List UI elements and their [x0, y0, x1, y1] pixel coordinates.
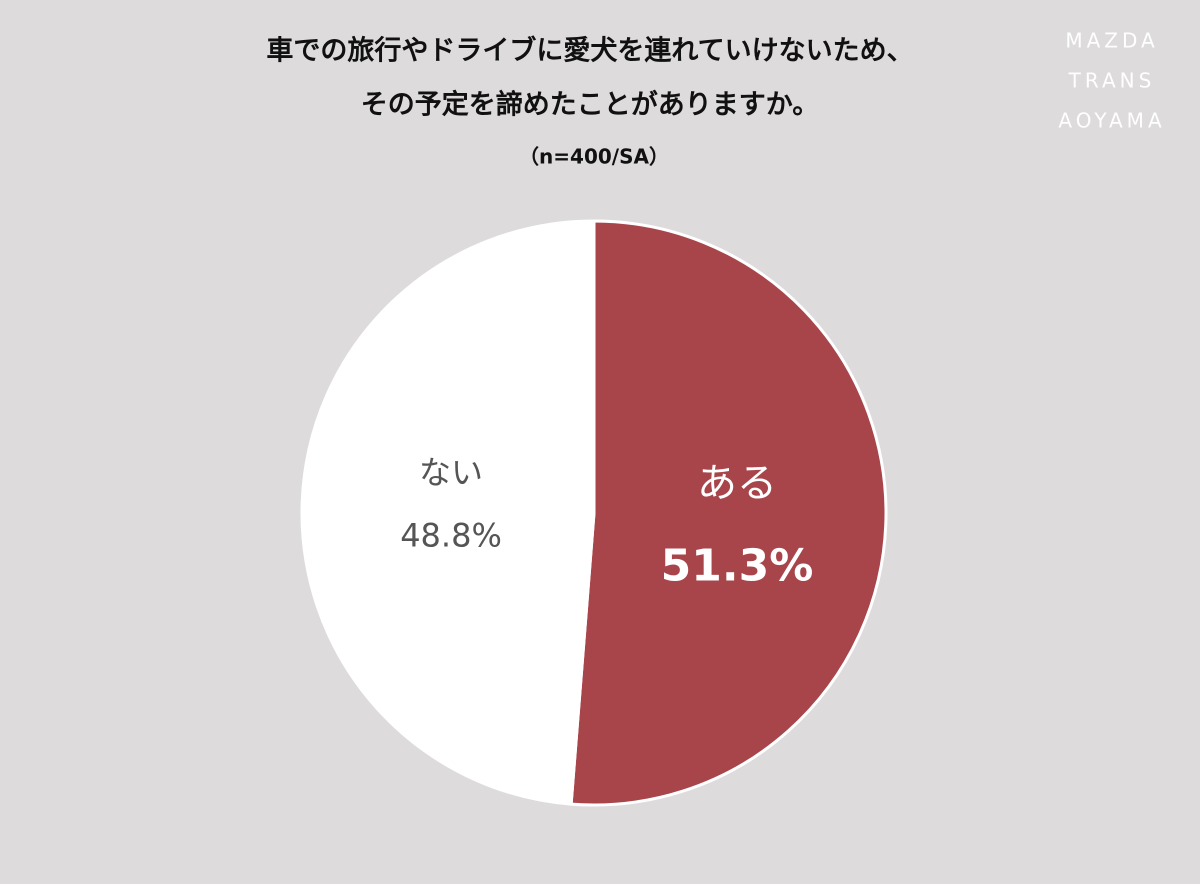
chart-title: 車での旅行やドライブに愛犬を連れていけないため、	[266, 35, 913, 67]
slice-label: ある	[697, 461, 777, 507]
chart-subtitle: （n=400/SA）	[519, 145, 669, 169]
pie-slice	[569, 219, 888, 807]
logo: MAZDA	[1065, 29, 1158, 53]
value-label: 48.8%	[400, 516, 502, 554]
slice-label: ない	[419, 453, 483, 491]
logo: AOYAMA	[1058, 109, 1165, 133]
pie-slice	[300, 219, 596, 806]
value-label: 51.3%	[661, 541, 814, 592]
chart-title: その予定を諦めたことがありますか。	[361, 89, 819, 121]
logo: TRANS	[1068, 69, 1156, 93]
